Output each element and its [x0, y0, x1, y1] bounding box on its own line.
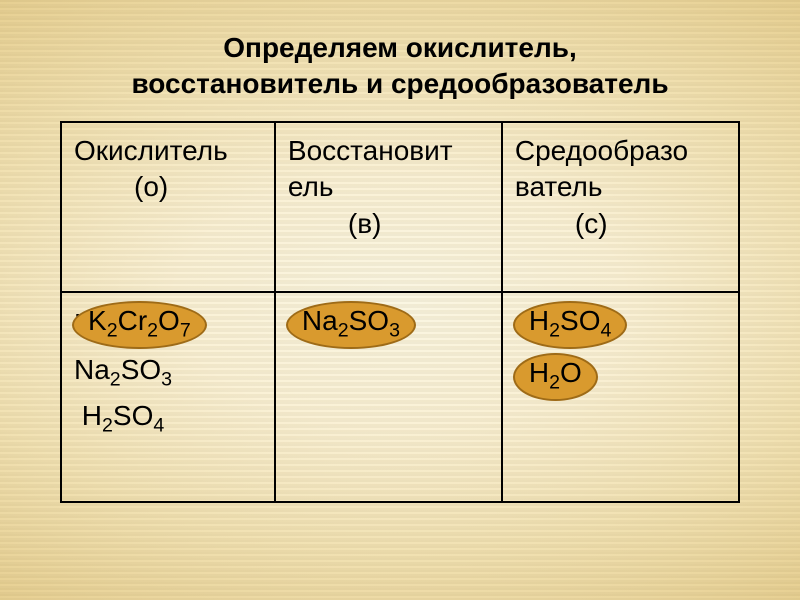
header-oxidizer: Окислитель (о): [61, 122, 275, 292]
slide-content: Определяем окислитель, восстановитель и …: [0, 0, 800, 503]
cell-medium: H2SO4H2O: [502, 292, 739, 502]
chip-stack: H2SO4H2O: [513, 301, 628, 405]
header-text: Восстановит: [288, 135, 453, 166]
header-text-cont: ель: [288, 171, 334, 202]
cell-oxidizer: K2Cr2O7 K2Cr2O7Na2SO3 H2SO4: [61, 292, 275, 502]
cell-reducer: Na2SO3: [275, 292, 502, 502]
header-reducer: Восстановит ель (в): [275, 122, 502, 292]
header-text: Средообразо: [515, 135, 688, 166]
header-text-cont: ватель: [515, 171, 603, 202]
formula-chip: H2SO4: [513, 301, 628, 349]
title-line-1: Определяем окислитель,: [60, 30, 740, 66]
formula-chip: H2O: [513, 353, 598, 401]
slide-title: Определяем окислитель, восстановитель и …: [60, 30, 740, 103]
formula-chip: K2Cr2O7: [72, 301, 207, 349]
header-symbol: (с): [515, 206, 726, 242]
header-symbol: (в): [288, 206, 489, 242]
header-symbol: (о): [74, 169, 262, 205]
chip-stack: K2Cr2O7: [72, 301, 207, 353]
table-data-row: K2Cr2O7 K2Cr2O7Na2SO3 H2SO4 Na2SO3 H2SO4…: [61, 292, 739, 502]
chip-stack: Na2SO3: [286, 301, 416, 353]
redox-table: Окислитель (о) Восстановит ель (в) Средоо…: [60, 121, 740, 503]
header-medium: Средообразо ватель (с): [502, 122, 739, 292]
header-text: Окислитель: [74, 133, 262, 169]
table-header-row: Окислитель (о) Восстановит ель (в) Средоо…: [61, 122, 739, 292]
title-line-2: восстановитель и средообразователь: [60, 66, 740, 102]
formula-chip: Na2SO3: [286, 301, 416, 349]
